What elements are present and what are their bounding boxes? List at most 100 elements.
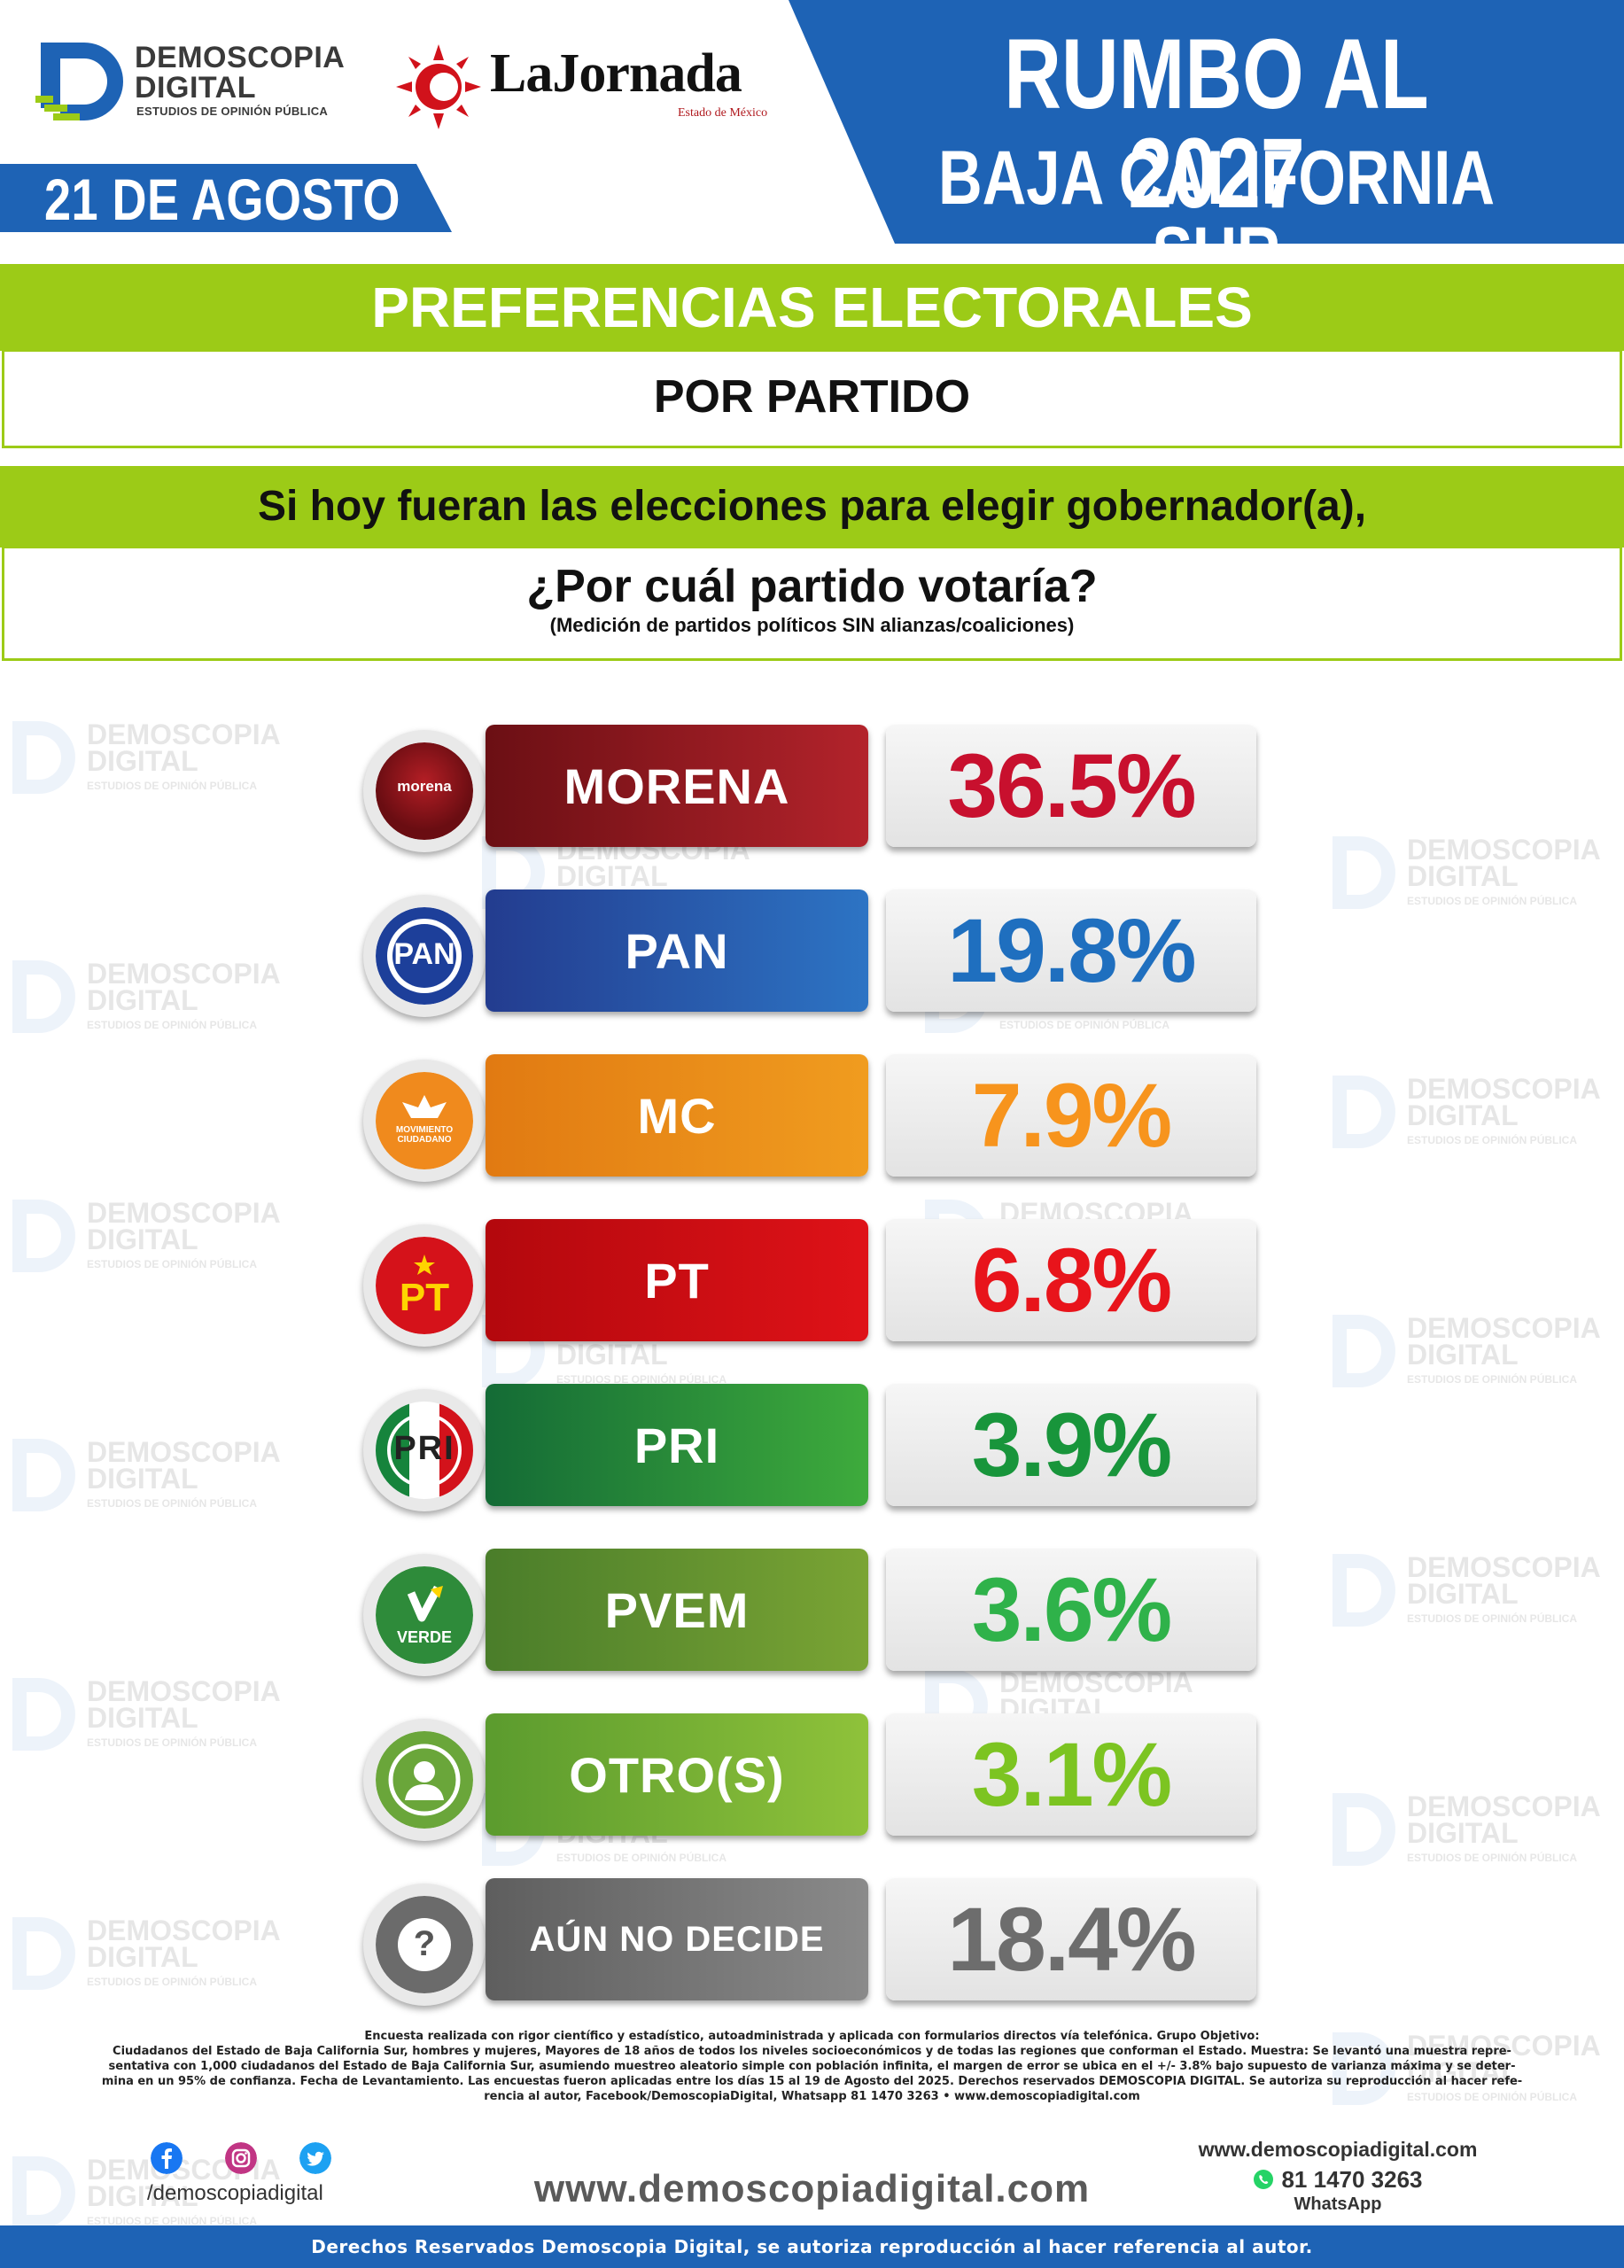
phone-number: 81 1470 3263 [1281, 2166, 1423, 2193]
party-logo-badge: PAN [363, 895, 486, 1017]
party-name: PVEM [604, 1581, 750, 1638]
social-links: /demoscopiadigital [147, 2142, 363, 2213]
publication-date: 21 DE AGOSTO [44, 167, 400, 232]
social-handle[interactable]: /demoscopiadigital [147, 2181, 323, 2205]
footnote-line: mina en un 95% de confianza. Fecha de Le… [101, 2075, 1523, 2088]
party-row: PAN PAN 19.8% [363, 889, 1267, 1017]
watermark-subtitle: ESTUDIOS DE OPINIÓN PÚBLICA [87, 2215, 258, 2227]
watermark-subtitle: ESTUDIOS DE OPINIÓN PÚBLICA [87, 1736, 258, 1749]
title-line-1: RUMBO AL 2027 [1004, 19, 1429, 229]
question-note: (Medición de partidos políticos SIN alia… [549, 614, 1075, 636]
watermark-d-icon [12, 1917, 75, 1990]
party-name: OTRO(S) [569, 1746, 785, 1803]
party-value-box: 36.5% [886, 725, 1256, 847]
header: DEMOSCOPIA DIGITAL ESTUDIOS DE OPINIÓN P… [0, 0, 1624, 244]
la-jornada-logo: LaJornada Estado de México [394, 43, 802, 131]
twitter-icon[interactable] [299, 2142, 331, 2174]
pan-logo-text: PAN [393, 937, 455, 971]
pan-logo-icon: PAN [376, 907, 473, 1005]
pri-logo-text: PRI [393, 1430, 455, 1467]
title-line-2: BAJA CALIFORNIA SUR [937, 136, 1496, 244]
party-percentage: 36.5% [947, 734, 1196, 836]
party-label-box: PAN [486, 889, 868, 1012]
contact-info: www.demoscopiadigital.com 81 1470 3263 W… [1169, 2137, 1506, 2215]
watermark-d-icon [1333, 1793, 1395, 1866]
section-title: PREFERENCIAS ELECTORALES [371, 276, 1253, 339]
watermark-d-icon [1333, 836, 1395, 909]
party-label-box: PRI [486, 1384, 868, 1506]
party-row: PT PT 6.8% [363, 1219, 1267, 1347]
party-value-box: 3.9% [886, 1384, 1256, 1506]
demoscopia-brand-subtitle: ESTUDIOS DE OPINIÓN PÚBLICA [136, 105, 329, 118]
party-label-box: PT [486, 1219, 868, 1341]
demoscopia-d-icon [35, 43, 123, 120]
watermark-subtitle: ESTUDIOS DE OPINIÓN PÚBLICA [1407, 2091, 1578, 2103]
party-logo-badge: MOVIMIENTO CIUDADANO [363, 1060, 486, 1182]
watermark-d-icon [12, 1439, 75, 1511]
party-name: AÚN NO DECIDE [529, 1919, 825, 1959]
party-percentage: 7.9% [971, 1064, 1172, 1166]
watermark-subtitle: ESTUDIOS DE OPINIÓN PÚBLICA [1407, 1373, 1578, 1386]
party-label-box: OTRO(S) [486, 1713, 868, 1836]
watermark-d-icon [1333, 1554, 1395, 1627]
watermark-d-icon [1333, 1315, 1395, 1387]
party-row: morena MORENA 36.5% [363, 725, 1267, 852]
watermark-subtitle: ESTUDIOS DE OPINIÓN PÚBLICA [87, 1019, 258, 1031]
watermark-d-icon [1333, 2032, 1395, 2105]
watermark-d-icon [12, 721, 75, 794]
pt-logo-text: PT [399, 1276, 450, 1319]
whatsapp-phone[interactable]: 81 1470 3263 [1169, 2165, 1506, 2194]
contact-website[interactable]: www.demoscopiadigital.com [1198, 2138, 1478, 2161]
pri-logo-icon: PRI [376, 1402, 473, 1499]
party-value-box: 3.1% [886, 1713, 1256, 1836]
footnote-line: sentativa con 1,000 ciudadanos del Estad… [108, 2060, 1516, 2073]
party-value-box: 7.9% [886, 1054, 1256, 1177]
methodology-footnote: Encuesta realizada con rigor científico … [35, 2029, 1589, 2104]
whatsapp-label: WhatsApp [1294, 2194, 1382, 2214]
party-logo-badge: PRI [363, 1389, 486, 1511]
question-band [0, 466, 1624, 548]
party-percentage: 19.8% [947, 899, 1196, 1001]
mc-logo-icon: MOVIMIENTO CIUDADANO [376, 1072, 473, 1169]
la-jornada-sun-icon [396, 44, 481, 129]
instagram-icon[interactable] [225, 2142, 257, 2174]
website-link[interactable]: www.demoscopiadigital.com [533, 2167, 1091, 2210]
party-value-box: 3.6% [886, 1549, 1256, 1671]
header-blue-shapes [0, 0, 1624, 244]
watermark-subtitle: ESTUDIOS DE OPINIÓN PÚBLICA [1407, 895, 1578, 907]
party-name: PAN [625, 922, 729, 979]
rights-bar: Derechos Reservados Demoscopia Digital, … [0, 2225, 1624, 2268]
party-logo-badge: PT [363, 1224, 486, 1347]
pvem-logo-text: VERDE [396, 1628, 452, 1646]
question-box [2, 546, 1622, 661]
party-row: OTRO(S) 3.1% [363, 1713, 1267, 1841]
watermark-d-icon [12, 1678, 75, 1751]
watermark-d-icon [12, 2156, 75, 2229]
watermark-subtitle: ESTUDIOS DE OPINIÓN PÚBLICA [87, 1497, 258, 1510]
facebook-icon[interactable] [151, 2142, 183, 2174]
party-logo-badge: ? [363, 1884, 486, 2006]
la-jornada-name: LaJornada [490, 43, 742, 104]
watermark-subtitle: ESTUDIOS DE OPINIÓN PÚBLICA [556, 1373, 727, 1386]
question-mark-text: ? [413, 1924, 436, 1963]
watermark-subtitle: ESTUDIOS DE OPINIÓN PÚBLICA [999, 1019, 1170, 1031]
party-value-box: 6.8% [886, 1219, 1256, 1341]
demoscopia-logo: DEMOSCOPIA DIGITAL ESTUDIOS DE OPINIÓN P… [35, 37, 372, 126]
section-title-band [0, 264, 1624, 351]
party-value-box: 19.8% [886, 889, 1256, 1012]
demoscopia-brand-name: DEMOSCOPIA DIGITAL [135, 41, 346, 105]
party-name: PT [644, 1252, 710, 1309]
pvem-logo-icon: VERDE [376, 1566, 473, 1664]
party-logo-badge: VERDE [363, 1554, 486, 1676]
party-row: MOVIMIENTO CIUDADANO MC 7.9% [363, 1054, 1267, 1182]
